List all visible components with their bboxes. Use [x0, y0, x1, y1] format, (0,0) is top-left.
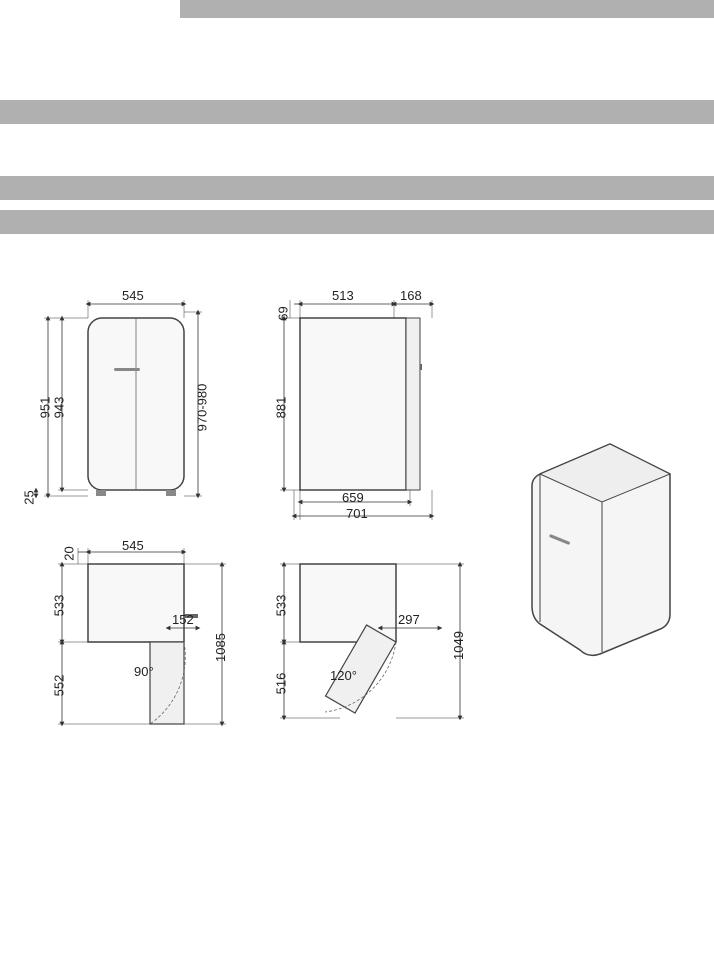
dim-t120-1049: 1049	[451, 631, 466, 660]
dim-t120-516: 516	[273, 673, 288, 695]
dim-side-69: 69	[276, 306, 291, 320]
top-view-120	[280, 564, 464, 718]
dim-t120-533: 533	[273, 595, 288, 617]
dim-side-701: 701	[346, 506, 368, 521]
dim-t90-1085: 1085	[213, 633, 228, 662]
dim-t90-20: 20	[62, 546, 77, 560]
top-view-90	[58, 548, 226, 724]
isometric-view	[532, 444, 670, 655]
dim-t90-545: 545	[122, 538, 144, 553]
technical-drawings: 545 951 943 970-980 25 69 513 168 881 65…	[0, 294, 714, 814]
section-bar-2	[0, 176, 714, 200]
header-bar-short	[180, 0, 714, 18]
dim-t90-533: 533	[51, 595, 66, 617]
section-bar-3	[0, 210, 714, 234]
dim-front-foot: 25	[22, 490, 37, 504]
dim-front-h970: 970-980	[194, 384, 209, 432]
side-view	[280, 300, 432, 520]
dim-side-168: 168	[400, 288, 422, 303]
dim-side-881: 881	[273, 397, 288, 419]
dim-side-513: 513	[332, 288, 354, 303]
dim-t90-angle: 90°	[134, 664, 154, 679]
dim-front-h951: 951	[37, 397, 52, 419]
section-bar-1	[0, 100, 714, 124]
dim-side-659: 659	[342, 490, 364, 505]
dim-t90-152: 152	[172, 612, 194, 627]
dim-t120-297: 297	[398, 612, 420, 627]
dim-front-h943: 943	[51, 397, 66, 419]
dim-front-width: 545	[122, 288, 144, 303]
drawings-svg	[0, 294, 714, 814]
dim-t90-552: 552	[51, 675, 66, 697]
dim-t120-angle: 120°	[330, 668, 357, 683]
